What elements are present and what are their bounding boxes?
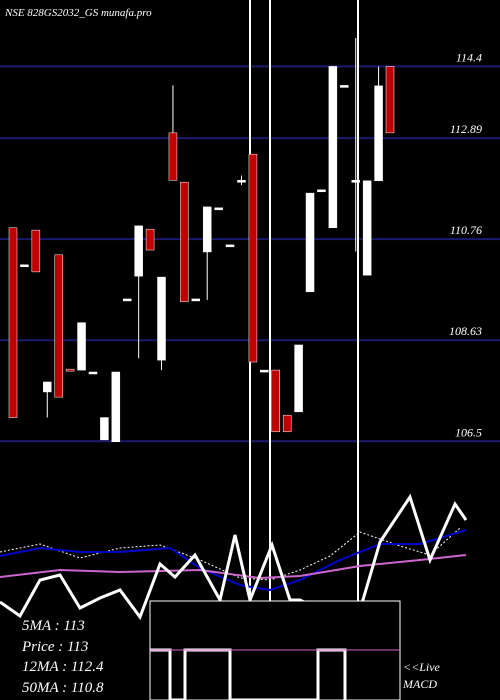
candle-body <box>271 369 281 433</box>
candle-body <box>180 181 189 303</box>
candle-body <box>305 192 315 293</box>
candle-body <box>134 225 143 277</box>
candle-body <box>237 180 246 183</box>
annotation: 5MA : 113 <box>22 618 85 634</box>
y-tick-label: 114.4 <box>456 50 482 64</box>
candle-body <box>328 66 338 229</box>
chart-title: NSE 828GS2032_GS munafa.pro <box>4 7 152 19</box>
candle-body <box>294 344 303 413</box>
candle-body <box>111 371 121 442</box>
y-tick-label: 112.89 <box>450 122 482 136</box>
candles <box>8 37 395 442</box>
annotation: <<Live <box>403 660 441 674</box>
candle-body <box>20 264 29 268</box>
candle-body <box>157 276 166 361</box>
candle-body <box>214 207 223 211</box>
candle-body <box>100 417 109 441</box>
candle-body <box>65 368 75 372</box>
candle-body <box>340 85 349 88</box>
candle-body <box>43 381 52 393</box>
candle-body <box>374 85 383 182</box>
candle-body <box>77 322 86 371</box>
candle-body <box>191 298 201 302</box>
candle-body <box>122 298 132 302</box>
y-tick-label: 110.76 <box>450 223 482 237</box>
candle-body <box>54 254 63 398</box>
candle-body <box>385 66 395 134</box>
price-line <box>0 493 468 621</box>
candle-body <box>168 132 178 181</box>
candle-body <box>351 180 360 183</box>
annotation: 12MA : 112.4 <box>22 659 104 675</box>
candle-body <box>362 180 372 276</box>
candle-body <box>225 244 235 248</box>
annotation: Price : 113 <box>21 639 88 655</box>
candle-body <box>31 229 41 273</box>
indicator-lines <box>0 493 468 621</box>
candle-body <box>282 414 292 433</box>
candle-body <box>8 227 18 418</box>
candle-body <box>260 369 269 373</box>
y-tick-label: 108.63 <box>449 324 482 338</box>
y-tick-label: 106.5 <box>455 425 482 439</box>
candle-body <box>145 228 155 251</box>
annotation: 50MA : 110.8 <box>22 680 104 696</box>
annotation: MACD <box>402 677 437 691</box>
candle-body <box>317 189 326 193</box>
candle-body <box>88 371 98 375</box>
candle-body <box>202 206 212 253</box>
candle-body <box>248 153 258 363</box>
